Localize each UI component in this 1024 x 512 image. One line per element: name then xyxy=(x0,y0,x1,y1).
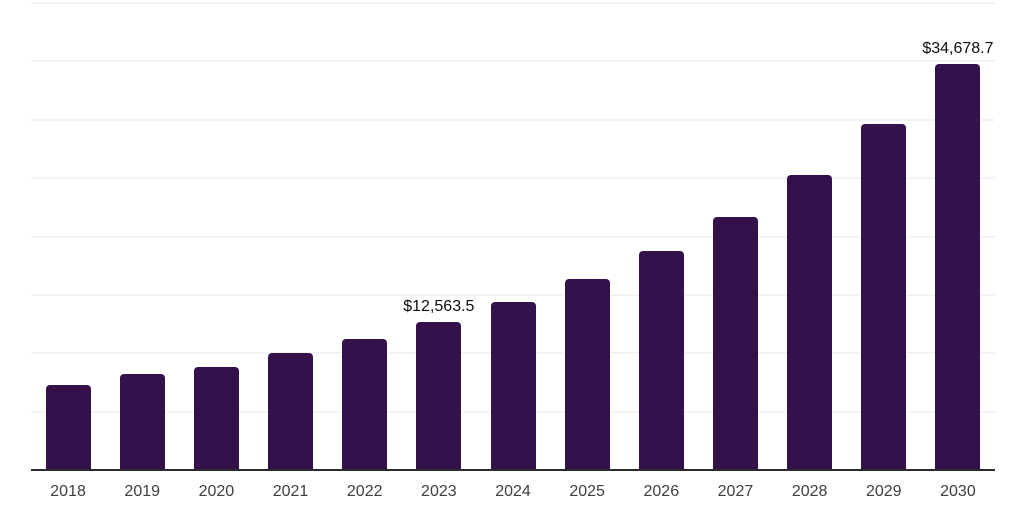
x-tick-label-2030: 2030 xyxy=(940,483,976,500)
bar-2026 xyxy=(638,250,684,469)
gridline-20000 xyxy=(31,235,995,238)
bar-2024 xyxy=(490,302,536,469)
x-tick-label-2024: 2024 xyxy=(495,483,531,500)
x-tick-label-2027: 2027 xyxy=(717,483,754,500)
gridline-35000 xyxy=(31,60,995,63)
bar-2021 xyxy=(268,353,314,469)
bar-2018 xyxy=(45,384,91,469)
x-tick-label-2026: 2026 xyxy=(643,483,680,500)
plot-area: $12,563.5 $34,678.7 xyxy=(31,2,995,471)
gridline-30000 xyxy=(31,118,995,121)
x-tick-label-2019: 2019 xyxy=(124,483,161,500)
gridline-15000 xyxy=(31,293,995,296)
bar-2028 xyxy=(787,174,833,469)
x-tick-label-2023: 2023 xyxy=(421,483,457,500)
x-tick-label-2020: 2020 xyxy=(198,483,235,500)
bar-value-label-2030: $34,678.7 xyxy=(922,40,994,58)
bar-2027 xyxy=(712,216,758,469)
x-axis-tick-labels: 2018 2019 2020 2021 2022 2023 2024 2025 2026 2027… xyxy=(31,473,995,503)
gridline-25000 xyxy=(31,177,995,180)
x-tick-label-2021: 2021 xyxy=(272,483,309,500)
bar-2022 xyxy=(342,339,388,469)
gridline-40000 xyxy=(31,2,995,4)
x-tick-label-2025: 2025 xyxy=(569,483,605,500)
bar-2019 xyxy=(119,374,165,469)
bar-2029 xyxy=(861,124,907,469)
x-tick-label-2022: 2022 xyxy=(346,483,383,500)
x-tick-label-2028: 2028 xyxy=(791,483,828,500)
bar-value-label-2023: $12,563.5 xyxy=(403,298,475,316)
x-tick-label-2029: 2029 xyxy=(865,483,902,500)
bar-2020 xyxy=(193,366,239,469)
bar-2030 xyxy=(935,64,981,469)
bar-2023 xyxy=(416,322,462,469)
bar-2025 xyxy=(564,278,610,469)
x-tick-label-2018: 2018 xyxy=(50,483,86,500)
